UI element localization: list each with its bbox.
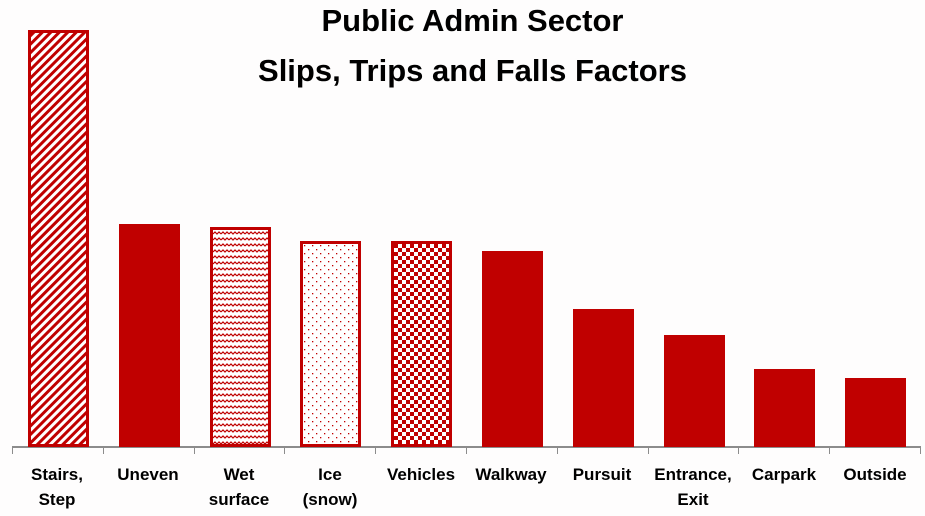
bar-ice-snow bbox=[300, 241, 361, 447]
x-axis-tick bbox=[194, 447, 195, 454]
x-axis-tick bbox=[648, 447, 649, 454]
chart-title-line-2: Slips, Trips and Falls Factors bbox=[258, 53, 687, 88]
x-axis-label-line: Pursuit bbox=[572, 465, 632, 484]
bar-walkway bbox=[482, 251, 543, 447]
x-axis-tick bbox=[103, 447, 104, 454]
x-axis-tick bbox=[920, 447, 921, 454]
x-axis-label-line: Vehicles bbox=[386, 465, 456, 484]
x-axis-label-line: surface bbox=[208, 490, 270, 509]
x-axis-label: Walkway bbox=[461, 462, 561, 487]
bar-outside bbox=[845, 378, 906, 447]
x-axis-tick bbox=[375, 447, 376, 454]
x-axis-tick bbox=[284, 447, 285, 454]
x-axis-tick bbox=[12, 447, 13, 454]
x-axis-label-line: Carpark bbox=[751, 465, 817, 484]
x-axis-label: Entrance, Exit bbox=[643, 462, 743, 512]
x-axis-label-line: Walkway bbox=[475, 465, 547, 484]
x-axis-label-line: Entrance, bbox=[654, 465, 732, 484]
bar-carpark bbox=[754, 369, 815, 447]
chart-title-line-1: Public Admin Sector bbox=[321, 3, 624, 38]
bar-wet-surface bbox=[210, 227, 271, 447]
x-axis-label: Wet surface bbox=[189, 462, 289, 512]
x-axis-label-line: Uneven bbox=[117, 465, 179, 484]
x-axis-label: Vehicles bbox=[371, 462, 471, 487]
x-axis-label-line: Outside bbox=[843, 465, 907, 484]
x-axis-label-line: Step bbox=[38, 490, 76, 509]
x-axis-label-line: Exit bbox=[677, 490, 709, 509]
x-axis-tick bbox=[829, 447, 830, 454]
x-axis-label-line: Wet bbox=[223, 465, 255, 484]
bar-uneven bbox=[119, 224, 180, 447]
x-axis-label: Uneven bbox=[98, 462, 198, 487]
bar-vehicles bbox=[391, 241, 452, 447]
bar-pursuit bbox=[573, 309, 634, 447]
x-axis-tick bbox=[557, 447, 558, 454]
x-axis-label: Pursuit bbox=[552, 462, 652, 487]
x-axis-label-line: Stairs, bbox=[31, 465, 83, 484]
x-axis-label: Ice (snow) bbox=[280, 462, 380, 512]
bar-entrance-exit bbox=[664, 335, 725, 447]
x-axis-tick bbox=[466, 447, 467, 454]
x-axis-tick bbox=[738, 447, 739, 454]
x-axis-label: Carpark bbox=[734, 462, 834, 487]
x-axis-label: Stairs, Step bbox=[7, 462, 107, 512]
x-axis-label-line: (snow) bbox=[302, 490, 358, 509]
x-axis-label: Outside bbox=[825, 462, 925, 487]
bar-stairs-step bbox=[28, 30, 89, 447]
x-axis-label-line: Ice bbox=[318, 465, 342, 484]
